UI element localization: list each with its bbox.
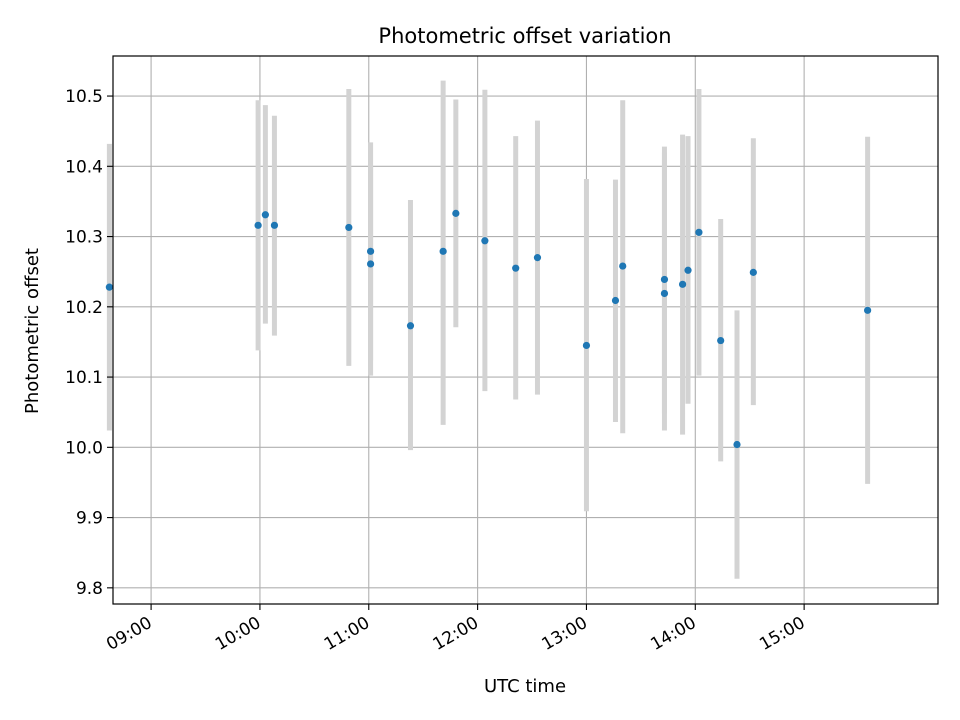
data-point <box>695 228 703 236</box>
x-tick-label: 14:00 <box>647 613 699 655</box>
data-point <box>105 283 113 291</box>
data-point <box>684 266 692 274</box>
data-point <box>406 322 415 330</box>
data-point <box>533 254 542 262</box>
x-tick-label: 11:00 <box>321 613 373 655</box>
y-tick-label: 10.1 <box>65 368 103 388</box>
y-tick-label: 9.8 <box>76 579 103 599</box>
data-point <box>366 247 375 255</box>
data-point <box>345 223 353 232</box>
data-point <box>619 262 627 270</box>
data-point <box>261 211 269 219</box>
data-point <box>678 280 687 288</box>
chart-title: Photometric offset variation <box>378 24 671 48</box>
data-point <box>733 440 741 449</box>
y-tick-label: 10.5 <box>65 87 103 107</box>
y-tick-label: 10.3 <box>65 228 103 248</box>
data-point <box>452 209 460 217</box>
data-point <box>366 260 375 268</box>
y-tick-label: 10.0 <box>65 438 103 458</box>
x-axis-ticks: 09:00 10:00 11:00 12:00 13:00 14:00 15:00 <box>103 604 809 655</box>
y-tick-label: 9.9 <box>76 509 103 529</box>
x-tick-label: 12:00 <box>430 613 482 655</box>
data-point <box>660 275 669 284</box>
data-point <box>864 306 872 314</box>
y-axis-label: Photometric offset <box>22 248 43 414</box>
y-tick-label: 10.2 <box>65 298 103 318</box>
data-point <box>270 221 279 229</box>
x-tick-label: 15:00 <box>756 613 808 655</box>
data-point <box>481 237 489 245</box>
y-axis-ticks: 9.8 9.9 10.0 10.1 10.2 10.3 10.4 10.5 <box>65 87 113 599</box>
data-point <box>749 268 757 276</box>
data-point <box>660 289 669 298</box>
x-axis-label: UTC time <box>484 676 566 697</box>
x-tick-label: 09:00 <box>103 613 155 655</box>
data-point <box>717 336 725 345</box>
grid-layer <box>113 56 938 604</box>
x-tick-label: 13:00 <box>539 613 591 655</box>
data-point <box>512 264 520 272</box>
x-tick-label: 10:00 <box>212 613 264 655</box>
data-point <box>611 296 620 305</box>
point-layer <box>105 209 872 449</box>
data-point <box>254 221 262 229</box>
plot-frame <box>112 55 939 605</box>
y-tick-label: 10.4 <box>65 157 103 177</box>
errorbar-layer <box>106 80 871 579</box>
data-point <box>582 341 591 350</box>
data-point <box>439 247 447 255</box>
